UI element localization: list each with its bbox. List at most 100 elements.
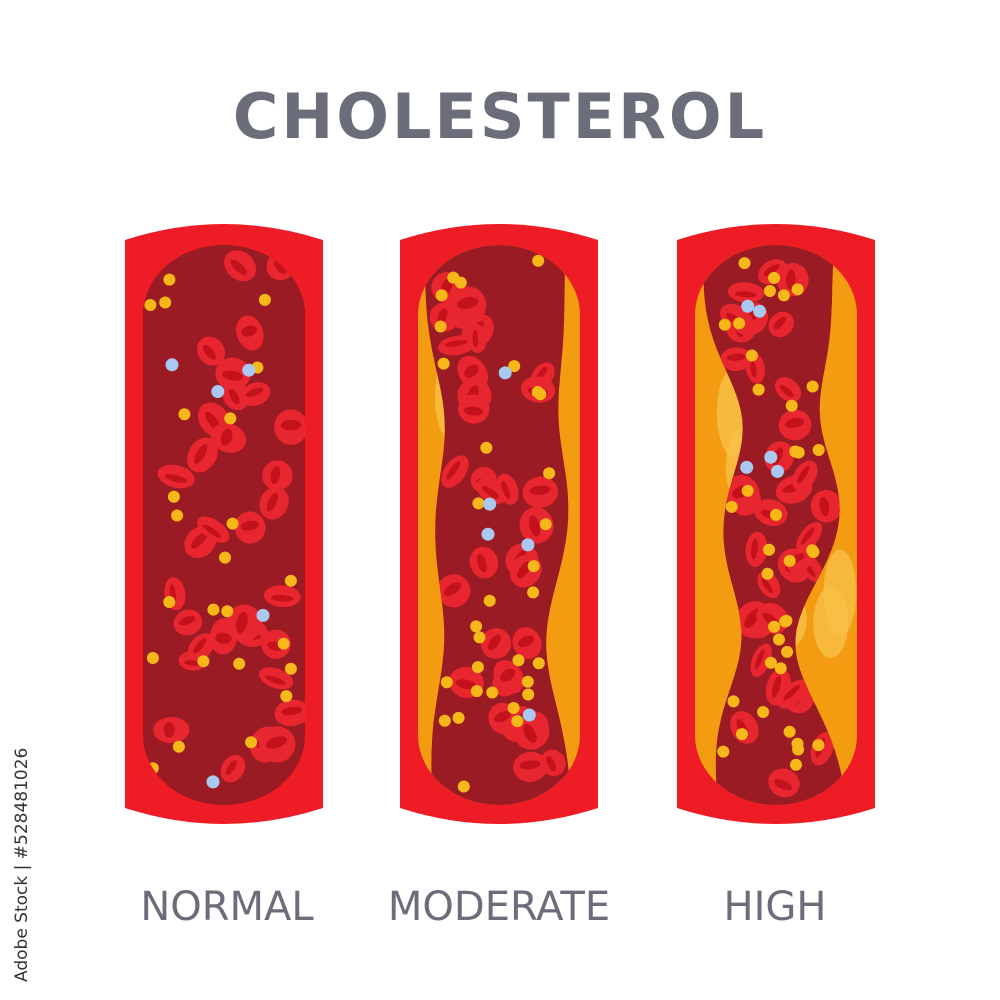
red-blood-cell	[240, 382, 271, 407]
cell-center	[482, 486, 500, 499]
cell-center	[164, 474, 187, 483]
cell-center	[517, 560, 532, 579]
cholesterol-particle	[438, 714, 451, 727]
cholesterol-particle	[163, 596, 176, 608]
red-blood-cell	[810, 490, 842, 523]
cholesterol-particle	[473, 631, 486, 644]
cholesterol-particle	[507, 702, 520, 714]
cell-center	[190, 532, 208, 549]
white-blood-cell	[165, 358, 179, 372]
cholesterol-particle	[207, 603, 220, 616]
red-blood-cell	[792, 460, 818, 492]
red-blood-cell	[263, 585, 301, 608]
label-high: HIGH	[723, 884, 827, 930]
cholesterol-particle	[768, 271, 781, 284]
red-blood-cell	[234, 511, 266, 544]
cholesterol-particle	[539, 518, 552, 531]
cell-center	[734, 291, 757, 298]
red-blood-cell	[796, 522, 823, 553]
cell-center	[235, 611, 248, 634]
red-blood-cell	[493, 659, 525, 694]
red-blood-cell	[519, 507, 554, 544]
cholesterol-particle	[470, 685, 483, 698]
cell-center	[245, 387, 264, 397]
cholesterol-particle	[172, 740, 185, 753]
cell-center	[771, 675, 782, 698]
cell-center	[241, 325, 257, 337]
red-blood-cell	[259, 486, 289, 520]
red-blood-cell	[480, 628, 512, 659]
cholesterol-particle	[736, 728, 748, 741]
white-blood-cell	[481, 527, 495, 541]
white-blood-cell	[753, 304, 767, 318]
red-blood-cell	[727, 282, 764, 303]
cholesterol-particle	[233, 657, 246, 670]
cell-center	[437, 308, 448, 325]
cholesterol-particle	[792, 446, 805, 459]
cholesterol-particle	[727, 695, 740, 708]
cholesterol-particle	[221, 605, 234, 618]
cholesterol-particle	[167, 490, 180, 503]
cell-center	[202, 524, 222, 539]
cholesterol-particle	[435, 289, 448, 302]
red-blood-cell	[768, 768, 800, 798]
red-blood-cell	[745, 531, 768, 567]
cholesterol-particle	[434, 320, 447, 333]
red-blood-cell	[522, 476, 559, 508]
red-blood-cell	[512, 627, 542, 659]
cell-center	[749, 359, 757, 378]
cholesterol-particle	[483, 594, 496, 607]
cell-center	[523, 724, 537, 743]
red-blood-cell	[777, 679, 809, 709]
cell-center	[774, 779, 793, 791]
cholesterol-particle	[527, 560, 540, 573]
red-blood-cell	[514, 715, 550, 750]
cholesterol-particle	[284, 662, 297, 675]
red-blood-cell	[153, 716, 190, 744]
cholesterol-particle	[258, 293, 271, 306]
cell-center	[280, 419, 302, 431]
cholesterol-particle	[770, 508, 782, 521]
cell-center	[271, 594, 294, 602]
cholesterol-particle	[480, 441, 493, 454]
cell-center	[222, 370, 244, 381]
cell-center	[726, 353, 746, 361]
cholesterol-particle	[457, 780, 470, 793]
red-blood-cell	[188, 633, 215, 661]
red-blood-cell	[750, 643, 773, 677]
cholesterol-particle	[532, 254, 545, 267]
white-blood-cell	[522, 708, 536, 722]
cell-center	[761, 578, 773, 594]
cell-center	[194, 444, 208, 464]
cell-center	[472, 330, 479, 348]
red-blood-cell	[220, 754, 246, 783]
red-blood-cell	[438, 335, 476, 356]
red-blood-cell	[457, 394, 490, 424]
page-title: CHOLESTEROL	[232, 80, 768, 153]
cholesterol-particle	[277, 637, 290, 650]
cell-center	[763, 264, 780, 276]
cholesterol-particle	[812, 444, 825, 456]
cell-center	[546, 756, 557, 772]
cell-center	[265, 736, 287, 749]
cell-center	[225, 760, 237, 776]
cholesterol-particle	[781, 645, 794, 658]
red-blood-cell	[467, 324, 487, 353]
cell-center	[456, 297, 479, 309]
cell-center	[519, 760, 541, 770]
cholesterol-particle	[763, 543, 775, 556]
cholesterol-particle	[522, 688, 535, 701]
cell-center	[785, 269, 796, 290]
cell-center	[178, 615, 196, 626]
white-blood-cell	[256, 608, 270, 622]
cholesterol-particle	[757, 706, 770, 718]
cell-center	[265, 675, 286, 685]
cell-center	[477, 553, 487, 573]
cholesterol-particle	[774, 662, 787, 675]
cell-center	[754, 649, 765, 670]
white-blood-cell	[498, 366, 512, 380]
cell-center	[455, 679, 477, 690]
cell-center	[215, 632, 232, 644]
cell-center	[230, 259, 248, 275]
red-blood-cell	[274, 699, 305, 727]
